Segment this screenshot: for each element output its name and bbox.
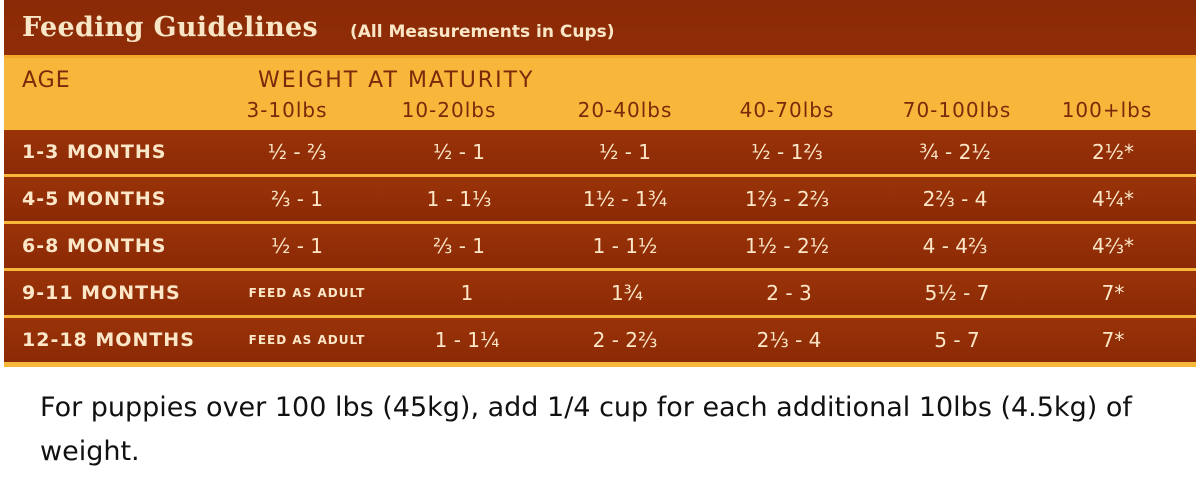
- value-cell: 2 - 2⅔: [592, 328, 658, 352]
- value-cell: 1¾: [610, 281, 644, 305]
- table-row: 6-8 MONTHS ½ - 1 ⅔ - 1 1 - 1½ 1½ - 2½ 4 …: [4, 224, 1196, 268]
- age-cell: 4-5 MONTHS: [22, 188, 167, 210]
- value-cell: 4¼*: [1091, 187, 1135, 211]
- age-column-header: AGE: [22, 68, 71, 93]
- value-cell: ½ - 1⅔: [751, 140, 823, 164]
- value-cell: 2⅔ - 4: [922, 187, 988, 211]
- weight-column-header: 3-10lbs: [246, 98, 328, 122]
- value-cell: 2⅓ - 4: [756, 328, 822, 352]
- value-cell: 7*: [1101, 328, 1125, 352]
- weight-column-header: 10-20lbs: [401, 98, 497, 122]
- value-cell: 1 - 1⅓: [426, 187, 492, 211]
- table-row: 12-18 MONTHS FEED AS ADULT 1 - 1¼ 2 - 2⅔…: [4, 318, 1196, 362]
- value-cell: FEED AS ADULT: [248, 286, 366, 300]
- value-cell: 5 - 7: [934, 328, 980, 352]
- value-cell: 1½ - 2½: [744, 234, 830, 258]
- footnote-text: For puppies over 100 lbs (45kg), add 1/4…: [40, 392, 1132, 467]
- weight-column-header: 70-100lbs: [902, 98, 1012, 122]
- weight-column-header: 100+lbs: [1061, 98, 1153, 122]
- table-row: 9-11 MONTHS FEED AS ADULT 1 1¾ 2 - 3 5½ …: [4, 271, 1196, 315]
- value-cell: ½ - 1: [598, 140, 652, 164]
- value-cell: 1½ - 1¾: [582, 187, 668, 211]
- table-header: AGE WEIGHT AT MATURITY 3-10lbs 10-20lbs …: [4, 58, 1196, 128]
- age-cell: 6-8 MONTHS: [22, 235, 167, 257]
- value-cell: 4⅔*: [1091, 234, 1135, 258]
- age-cell: 1-3 MONTHS: [22, 141, 167, 163]
- value-cell: 1 - 1¼: [434, 328, 500, 352]
- value-cell: 1 - 1½: [592, 234, 658, 258]
- value-cell: ½ - 1: [432, 140, 486, 164]
- value-cell: ⅔ - 1: [270, 187, 324, 211]
- table-title-bar: Feeding Guidelines (All Measurements in …: [4, 0, 1196, 58]
- table-title: Feeding Guidelines: [22, 12, 319, 43]
- value-cell: ½ - 1: [270, 234, 324, 258]
- weight-column-header: 40-70lbs: [739, 98, 835, 122]
- value-cell: 5½ - 7: [924, 281, 990, 305]
- table-subtitle: (All Measurements in Cups): [350, 22, 615, 42]
- value-cell: 7*: [1101, 281, 1125, 305]
- value-cell: FEED AS ADULT: [248, 333, 366, 347]
- weight-group-header: WEIGHT AT MATURITY: [258, 68, 535, 93]
- value-cell: ¾ - 2½: [919, 140, 991, 164]
- age-cell: 9-11 MONTHS: [22, 282, 181, 304]
- weight-column-header: 20-40lbs: [577, 98, 673, 122]
- value-cell: 4 - 4⅔: [922, 234, 988, 258]
- value-cell: 1: [460, 281, 474, 305]
- value-cell: 2 - 3: [766, 281, 812, 305]
- feeding-guidelines-table: Feeding Guidelines (All Measurements in …: [4, 0, 1196, 367]
- value-cell: 2½*: [1091, 140, 1135, 164]
- table-row: 1-3 MONTHS ½ - ⅔ ½ - 1 ½ - 1 ½ - 1⅔ ¾ - …: [4, 130, 1196, 174]
- value-cell: 1⅔ - 2⅔: [744, 187, 830, 211]
- age-cell: 12-18 MONTHS: [22, 329, 195, 351]
- value-cell: ⅔ - 1: [432, 234, 486, 258]
- value-cell: ½ - ⅔: [267, 140, 327, 164]
- table-row: 4-5 MONTHS ⅔ - 1 1 - 1⅓ 1½ - 1¾ 1⅔ - 2⅔ …: [4, 177, 1196, 221]
